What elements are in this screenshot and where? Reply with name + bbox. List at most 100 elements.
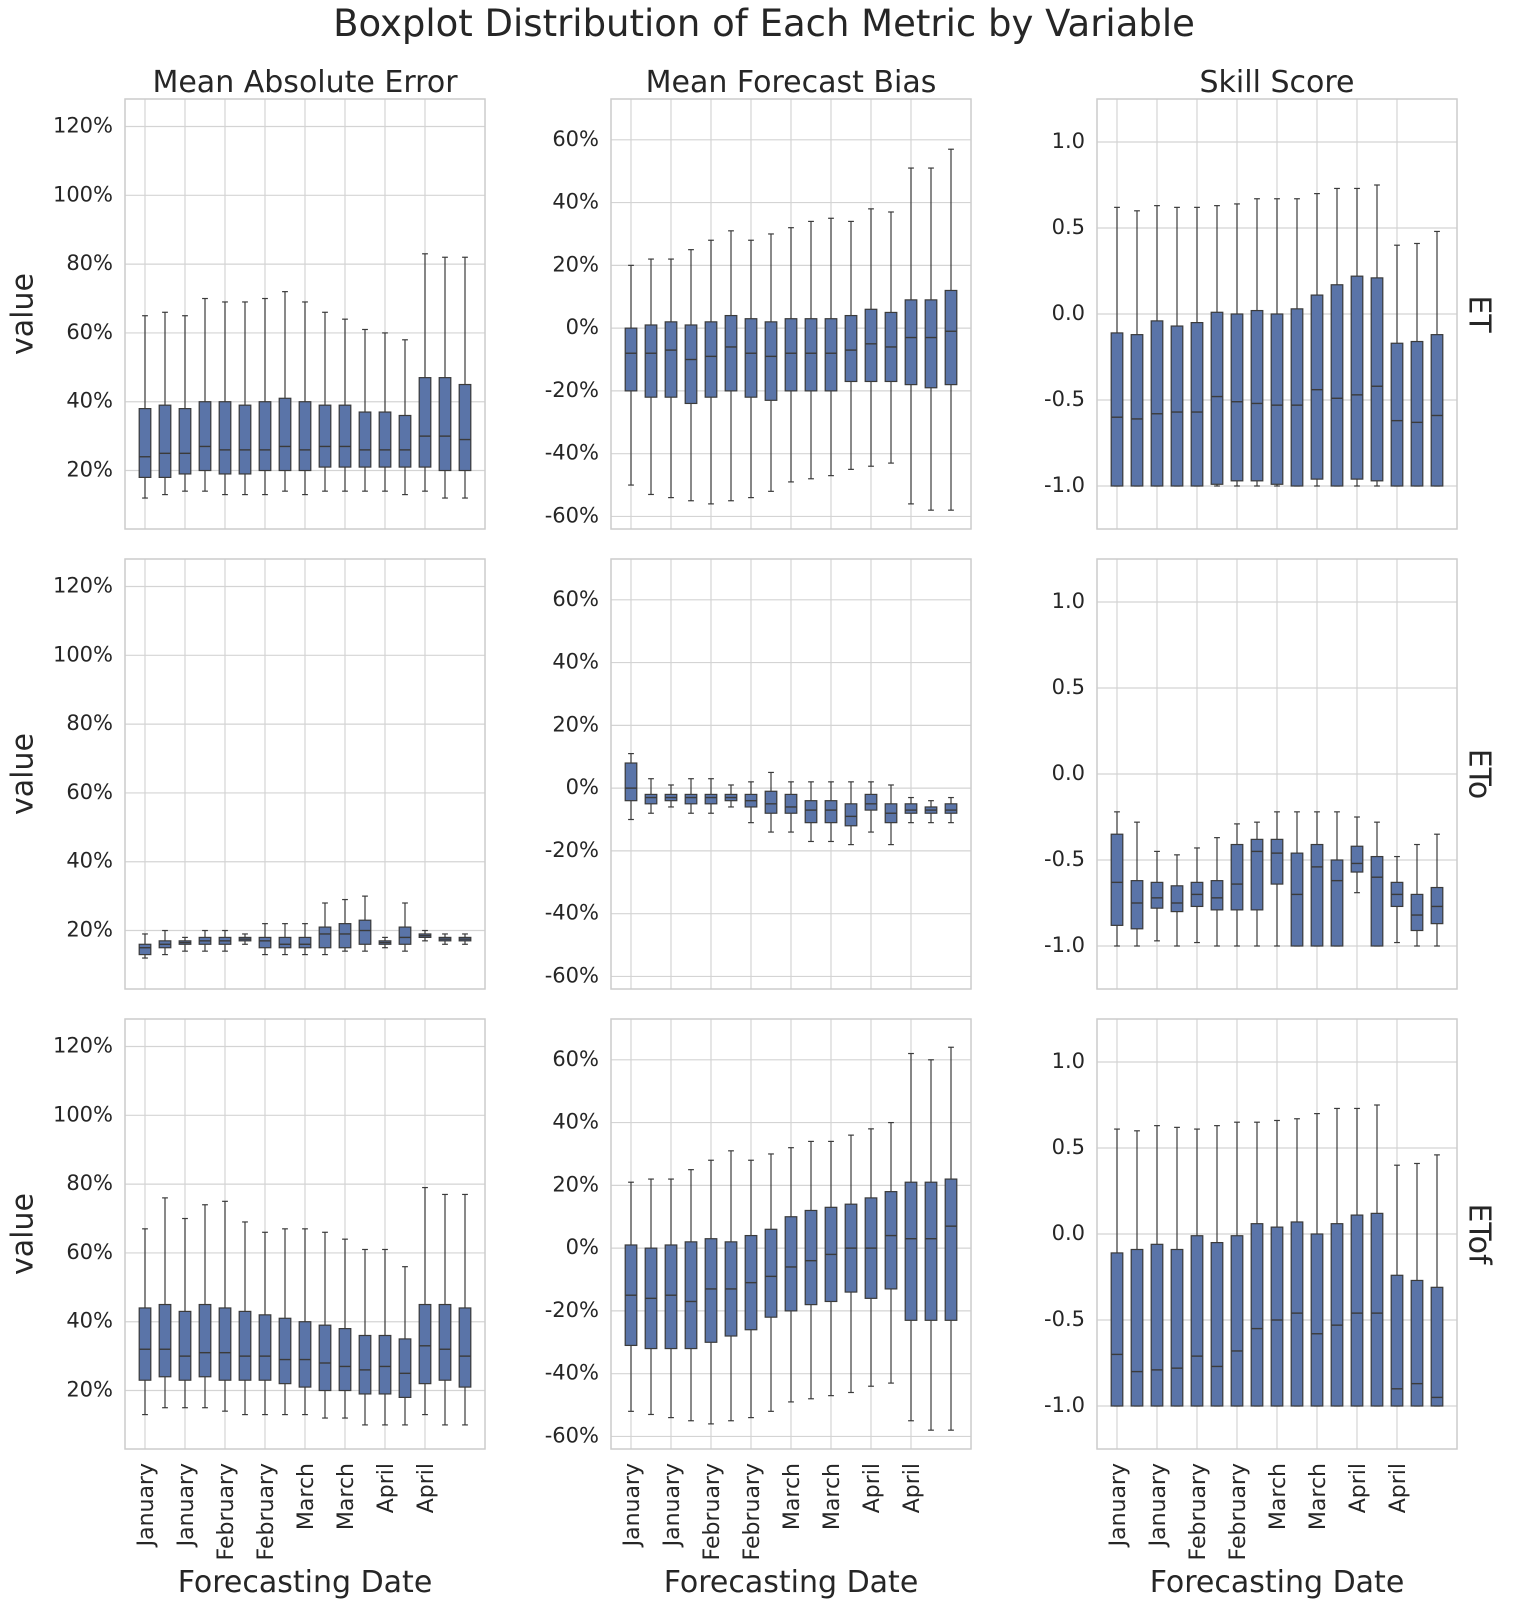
- box: [764, 321, 778, 401]
- box: [1150, 320, 1164, 487]
- box: [784, 318, 798, 392]
- x-tick-label: April: [1386, 1463, 1411, 1513]
- box: [624, 327, 638, 392]
- y-tick-label: 40%: [66, 849, 113, 873]
- panel: -1.0 -0.5 0.0 0.5 1.0: [1044, 558, 1458, 990]
- box: [238, 404, 252, 475]
- x-tick-label: January: [660, 1463, 685, 1548]
- box: [704, 1238, 718, 1343]
- box: [418, 377, 432, 468]
- box: [1390, 1274, 1404, 1407]
- box: [1130, 334, 1144, 487]
- y-tick-label: 40%: [552, 1110, 599, 1134]
- box: [298, 1321, 312, 1388]
- axes-frame: [124, 558, 486, 990]
- box: [458, 383, 472, 472]
- axes-frame: [124, 98, 486, 530]
- box: [1230, 1235, 1244, 1407]
- box: [904, 299, 918, 386]
- box: [398, 1338, 412, 1399]
- y-tick-label: 80%: [66, 711, 113, 735]
- box: [924, 299, 938, 389]
- box: [844, 803, 858, 827]
- y-tick-label: 120%: [53, 574, 113, 598]
- y-tick-label: 40%: [552, 650, 599, 674]
- box: [1250, 838, 1264, 911]
- x-tick-label: January: [134, 1463, 159, 1548]
- box: [824, 800, 838, 824]
- box: [764, 790, 778, 814]
- box: [684, 324, 698, 405]
- y-tick-label: 100%: [53, 642, 113, 666]
- box: [338, 404, 352, 468]
- y-tick-label: -60%: [545, 963, 599, 987]
- panel: -60% -40% -20% 0% 20% 40% 60%: [545, 558, 972, 990]
- y-tick-label: -0.5: [1044, 387, 1085, 411]
- box: [1190, 322, 1204, 487]
- x-axis-label: Forecasting Date: [178, 1565, 433, 1600]
- box: [1430, 1286, 1444, 1407]
- box: [1110, 833, 1124, 926]
- box: [704, 321, 718, 398]
- x-tick-label: March: [334, 1463, 359, 1530]
- box: [318, 926, 332, 949]
- y-tick-label: -40%: [545, 901, 599, 925]
- x-tick-label: April: [1346, 1463, 1371, 1513]
- y-tick-label: 120%: [53, 1034, 113, 1058]
- y-tick-label: -40%: [545, 1361, 599, 1385]
- y-tick-label: 1.0: [1052, 129, 1085, 153]
- x-tick-label: January: [174, 1463, 199, 1548]
- box: [218, 1307, 232, 1381]
- box: [1250, 1223, 1264, 1407]
- panel: 20% 40% 60% 80% 100% 120%: [53, 558, 486, 990]
- box: [904, 1181, 918, 1321]
- y-tick-label: 0.0: [1052, 761, 1085, 785]
- box: [784, 793, 798, 814]
- y-tick-label: -20%: [545, 378, 599, 402]
- panel: -60% -40% -20% 0% 20% 40% 60% January January Feb…: [545, 1018, 972, 1561]
- row-label: ET: [1462, 295, 1497, 333]
- box: [1170, 1248, 1184, 1407]
- y-tick-label: -20%: [545, 1298, 599, 1322]
- box: [1230, 313, 1244, 482]
- axes-frame: [1096, 98, 1458, 530]
- box: [1290, 1221, 1304, 1407]
- box: [318, 404, 332, 468]
- x-tick-label: February: [1186, 1463, 1211, 1561]
- box: [1210, 311, 1224, 485]
- y-tick-label: 100%: [53, 182, 113, 206]
- y-tick-label: 60%: [552, 1047, 599, 1071]
- x-tick-label: March: [820, 1463, 845, 1530]
- y-tick-label: -1.0: [1044, 1393, 1085, 1417]
- box: [458, 1307, 472, 1388]
- x-axis-label: Forecasting Date: [664, 1565, 919, 1600]
- y-tick-label: -60%: [545, 1423, 599, 1447]
- box: [278, 397, 292, 472]
- box: [298, 936, 312, 949]
- panel: 20% 40% 60% 80% 100% 120% January January Februa…: [53, 1018, 486, 1561]
- axes-frame: [610, 558, 972, 990]
- box: [844, 314, 858, 383]
- x-tick-label: March: [780, 1463, 805, 1530]
- x-tick-label: April: [860, 1463, 885, 1513]
- box: [804, 1209, 818, 1306]
- y-tick-label: 80%: [66, 251, 113, 275]
- y-axis-label: value: [6, 1193, 41, 1275]
- box: [864, 308, 878, 383]
- axes-frame: [1096, 558, 1458, 990]
- box: [138, 943, 152, 956]
- x-tick-label: February: [254, 1463, 279, 1561]
- box: [1410, 893, 1424, 932]
- panel: -1.0 -0.5 0.0 0.5 1.0 January January February F…: [1044, 1018, 1458, 1561]
- box: [238, 1310, 252, 1381]
- x-tick-label: March: [294, 1463, 319, 1530]
- box: [198, 1303, 212, 1378]
- box: [418, 1303, 432, 1385]
- box: [138, 408, 152, 479]
- y-tick-label: 0%: [566, 1235, 599, 1259]
- box: [944, 1178, 958, 1321]
- x-tick-label: February: [740, 1463, 765, 1561]
- box: [1410, 340, 1424, 487]
